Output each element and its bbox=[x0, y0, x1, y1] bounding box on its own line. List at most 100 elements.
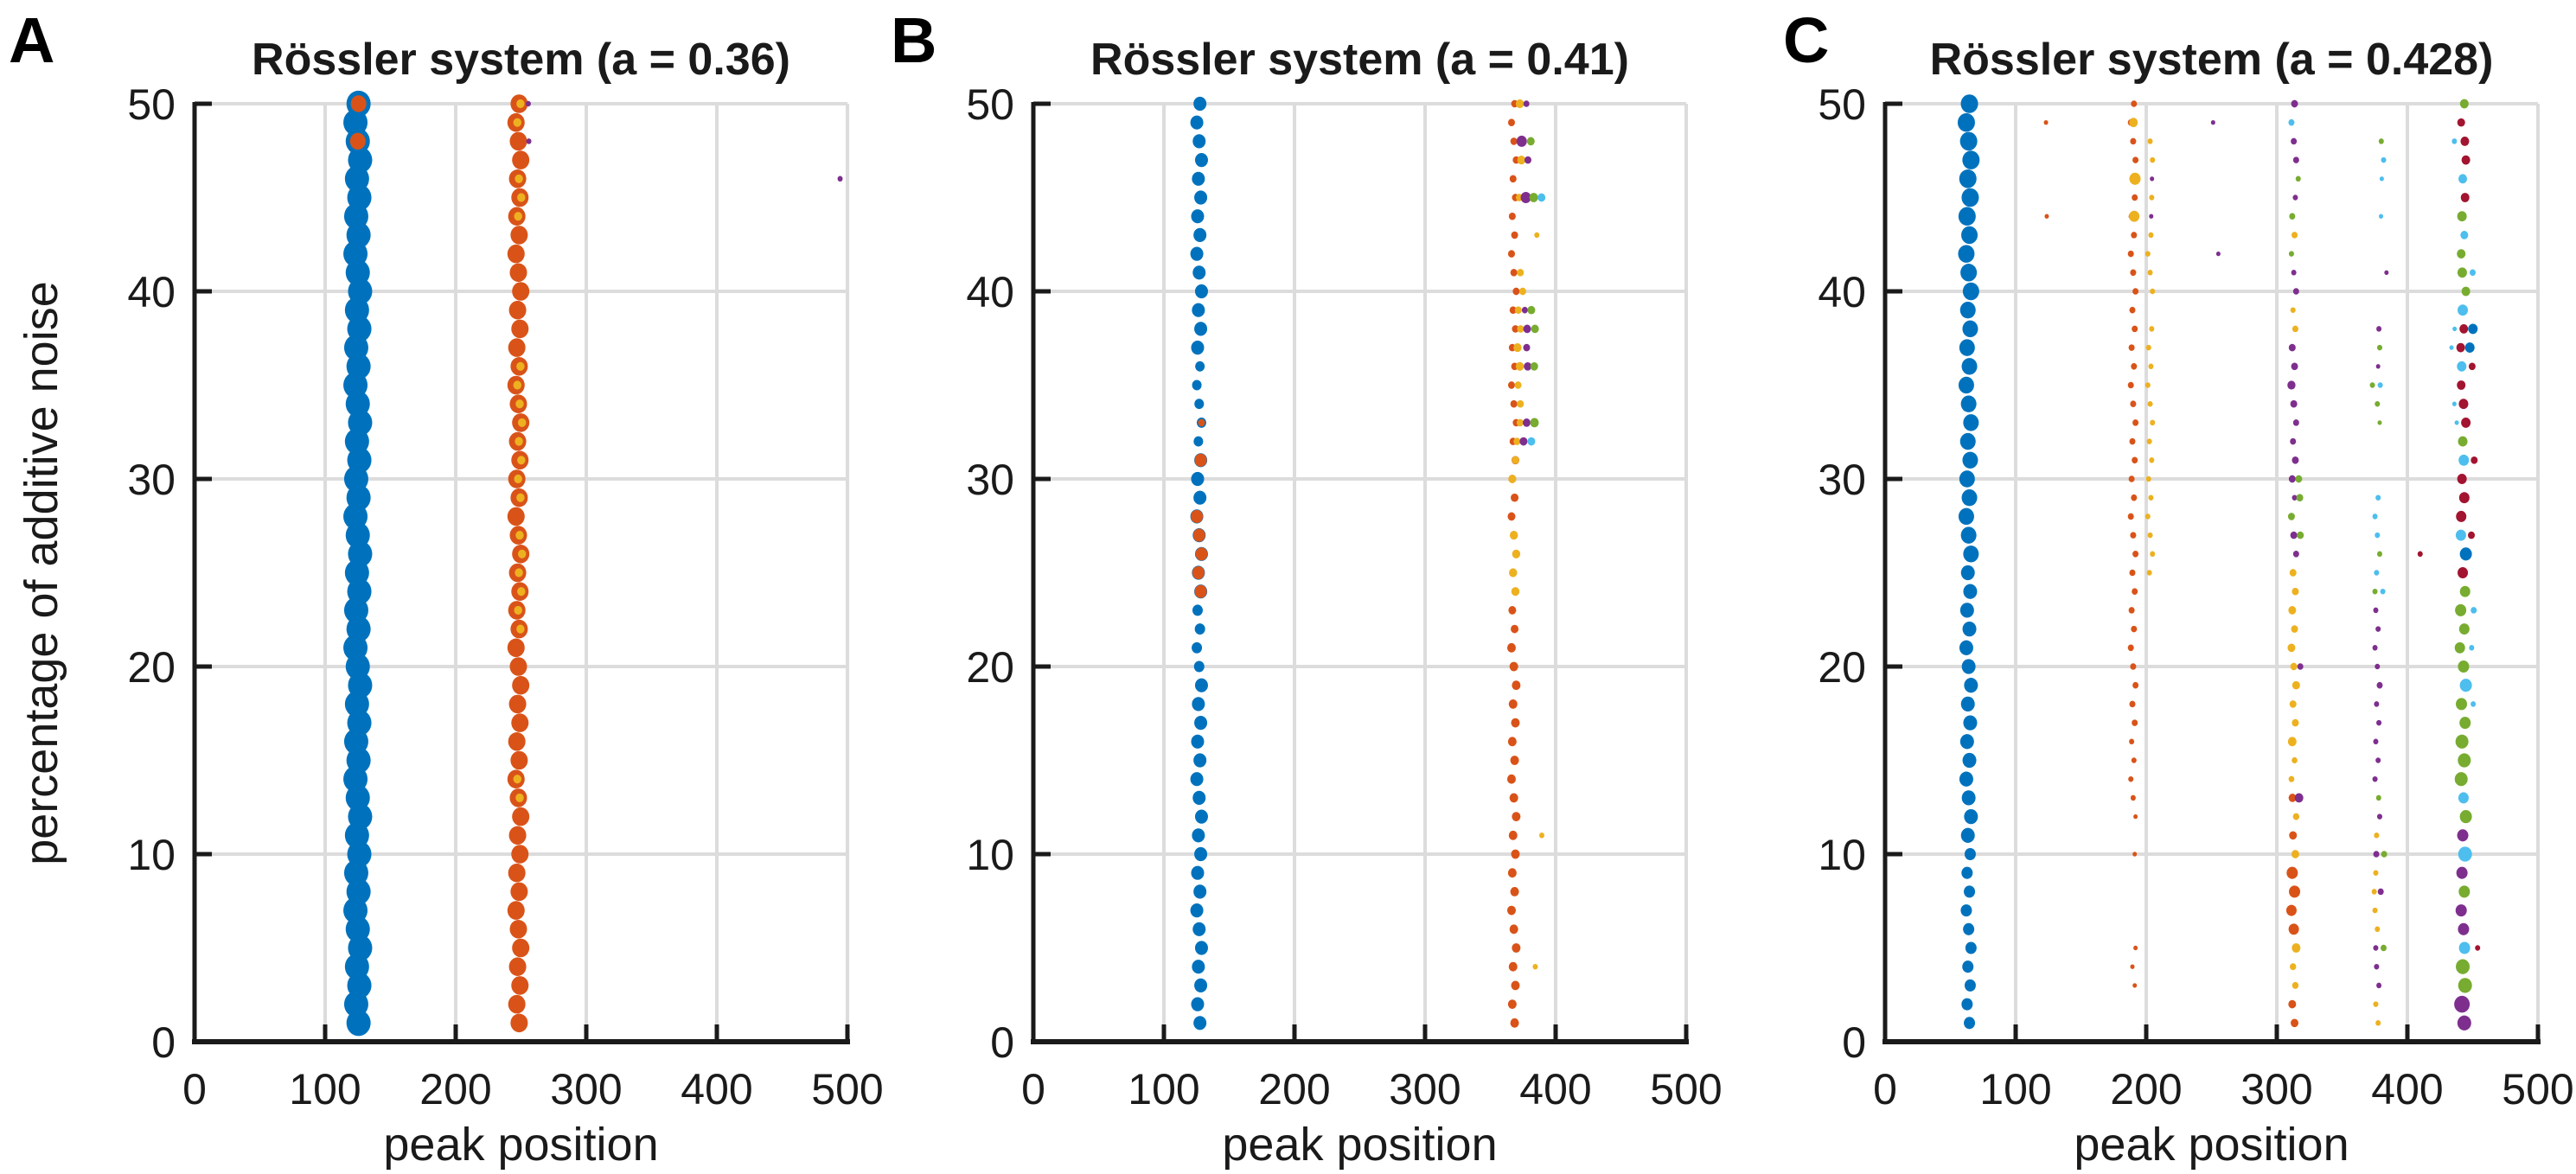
data-point bbox=[2455, 734, 2469, 749]
data-point bbox=[516, 99, 525, 109]
y-tick-label: 50 bbox=[127, 80, 176, 129]
data-point bbox=[1513, 343, 1522, 353]
data-point bbox=[2132, 156, 2139, 163]
data-point bbox=[2290, 399, 2298, 408]
data-point bbox=[2467, 531, 2475, 539]
data-point bbox=[2372, 775, 2378, 782]
y-tick-label: 10 bbox=[1818, 831, 1866, 879]
y-tick-label: 50 bbox=[1818, 80, 1866, 129]
data-point bbox=[511, 845, 529, 864]
data-point bbox=[2149, 457, 2155, 463]
data-point bbox=[2375, 400, 2381, 407]
data-point bbox=[1524, 156, 1531, 164]
data-point bbox=[350, 95, 367, 112]
data-point bbox=[2130, 532, 2137, 539]
x-tick-label: 0 bbox=[182, 1065, 207, 1113]
data-point bbox=[514, 605, 522, 615]
data-point bbox=[2292, 195, 2298, 201]
data-point bbox=[2373, 945, 2379, 951]
data-point bbox=[2288, 118, 2295, 126]
data-point bbox=[2292, 981, 2299, 989]
data-point bbox=[2454, 641, 2465, 654]
y-tick-label: 0 bbox=[990, 1018, 1014, 1067]
data-point bbox=[1517, 268, 1525, 277]
data-point bbox=[2458, 978, 2472, 993]
data-point bbox=[516, 624, 525, 634]
y-tick-label: 30 bbox=[1818, 456, 1866, 504]
data-point bbox=[2288, 343, 2296, 352]
data-point bbox=[2470, 269, 2476, 277]
data-point bbox=[1193, 884, 1207, 899]
x-tick-label: 300 bbox=[2240, 1065, 2312, 1113]
data-point bbox=[2475, 945, 2481, 951]
data-point bbox=[2132, 588, 2138, 595]
data-point bbox=[2132, 983, 2138, 988]
data-point bbox=[1960, 904, 1972, 917]
data-point bbox=[1192, 134, 1206, 149]
data-point bbox=[2129, 569, 2136, 577]
data-point bbox=[2374, 833, 2380, 839]
data-point bbox=[1964, 678, 1978, 693]
data-point bbox=[1191, 997, 1205, 1011]
data-point bbox=[1506, 642, 1516, 653]
data-point bbox=[2145, 514, 2151, 520]
data-point bbox=[1192, 828, 1205, 843]
data-point bbox=[1959, 603, 1974, 618]
data-point bbox=[1191, 865, 1205, 880]
x-tick-label: 100 bbox=[1128, 1065, 1199, 1113]
data-point bbox=[2289, 885, 2301, 898]
data-point bbox=[513, 380, 521, 390]
data-point bbox=[1959, 339, 1975, 356]
data-point bbox=[2458, 623, 2470, 635]
x-tick-label: 300 bbox=[550, 1065, 622, 1113]
data-point bbox=[2132, 681, 2139, 689]
data-point bbox=[2288, 251, 2294, 257]
data-point bbox=[2377, 420, 2382, 425]
data-point bbox=[1507, 999, 1517, 1009]
data-point bbox=[2458, 304, 2469, 316]
panel-c: Rössler system (a = 0.428) 0 100 200 300 400… bbox=[1818, 35, 2573, 1171]
data-point bbox=[2146, 570, 2152, 576]
data-point bbox=[1509, 793, 1518, 803]
data-point bbox=[1194, 809, 1208, 824]
data-point bbox=[2131, 757, 2137, 763]
y-tick-label: 20 bbox=[966, 643, 1014, 692]
data-point bbox=[2292, 943, 2301, 953]
x-tick-label: 400 bbox=[681, 1065, 752, 1113]
x-tick-label: 0 bbox=[1873, 1065, 1897, 1113]
data-point bbox=[1517, 156, 1526, 165]
data-point bbox=[1961, 659, 1976, 674]
data-point bbox=[1962, 282, 1979, 301]
data-point bbox=[1195, 360, 1205, 372]
data-point bbox=[1959, 734, 1974, 750]
data-point bbox=[515, 531, 524, 540]
data-point bbox=[1960, 827, 1975, 843]
data-point bbox=[1532, 963, 1538, 970]
data-point bbox=[2461, 286, 2471, 297]
data-point bbox=[2128, 475, 2135, 482]
data-point bbox=[1507, 118, 1515, 127]
data-point bbox=[525, 100, 531, 107]
data-point bbox=[1194, 941, 1208, 955]
data-point bbox=[1194, 584, 1207, 598]
data-point bbox=[2468, 362, 2476, 371]
y-tick-label: 50 bbox=[966, 80, 1014, 129]
panel-a-scatter-plot: 0 100 200 300 400 500 0 10 20 30 40 50 bbox=[127, 80, 883, 1113]
panel-a-letter: A bbox=[9, 4, 55, 76]
data-point bbox=[2454, 420, 2459, 425]
data-point bbox=[2377, 382, 2383, 388]
data-point bbox=[1958, 376, 1974, 394]
data-point bbox=[2132, 419, 2139, 426]
data-point bbox=[2131, 232, 2138, 239]
data-point bbox=[2460, 193, 2470, 202]
data-point bbox=[1511, 231, 1518, 239]
data-point bbox=[1192, 528, 1205, 542]
data-point bbox=[2148, 494, 2154, 501]
data-point bbox=[517, 418, 527, 427]
panel-a-ylabel: percentage of additive noise bbox=[16, 280, 67, 865]
data-point bbox=[1191, 471, 1205, 487]
data-point bbox=[1530, 361, 1538, 371]
data-point bbox=[2458, 660, 2470, 673]
data-point bbox=[514, 212, 522, 221]
data-point bbox=[526, 138, 532, 144]
